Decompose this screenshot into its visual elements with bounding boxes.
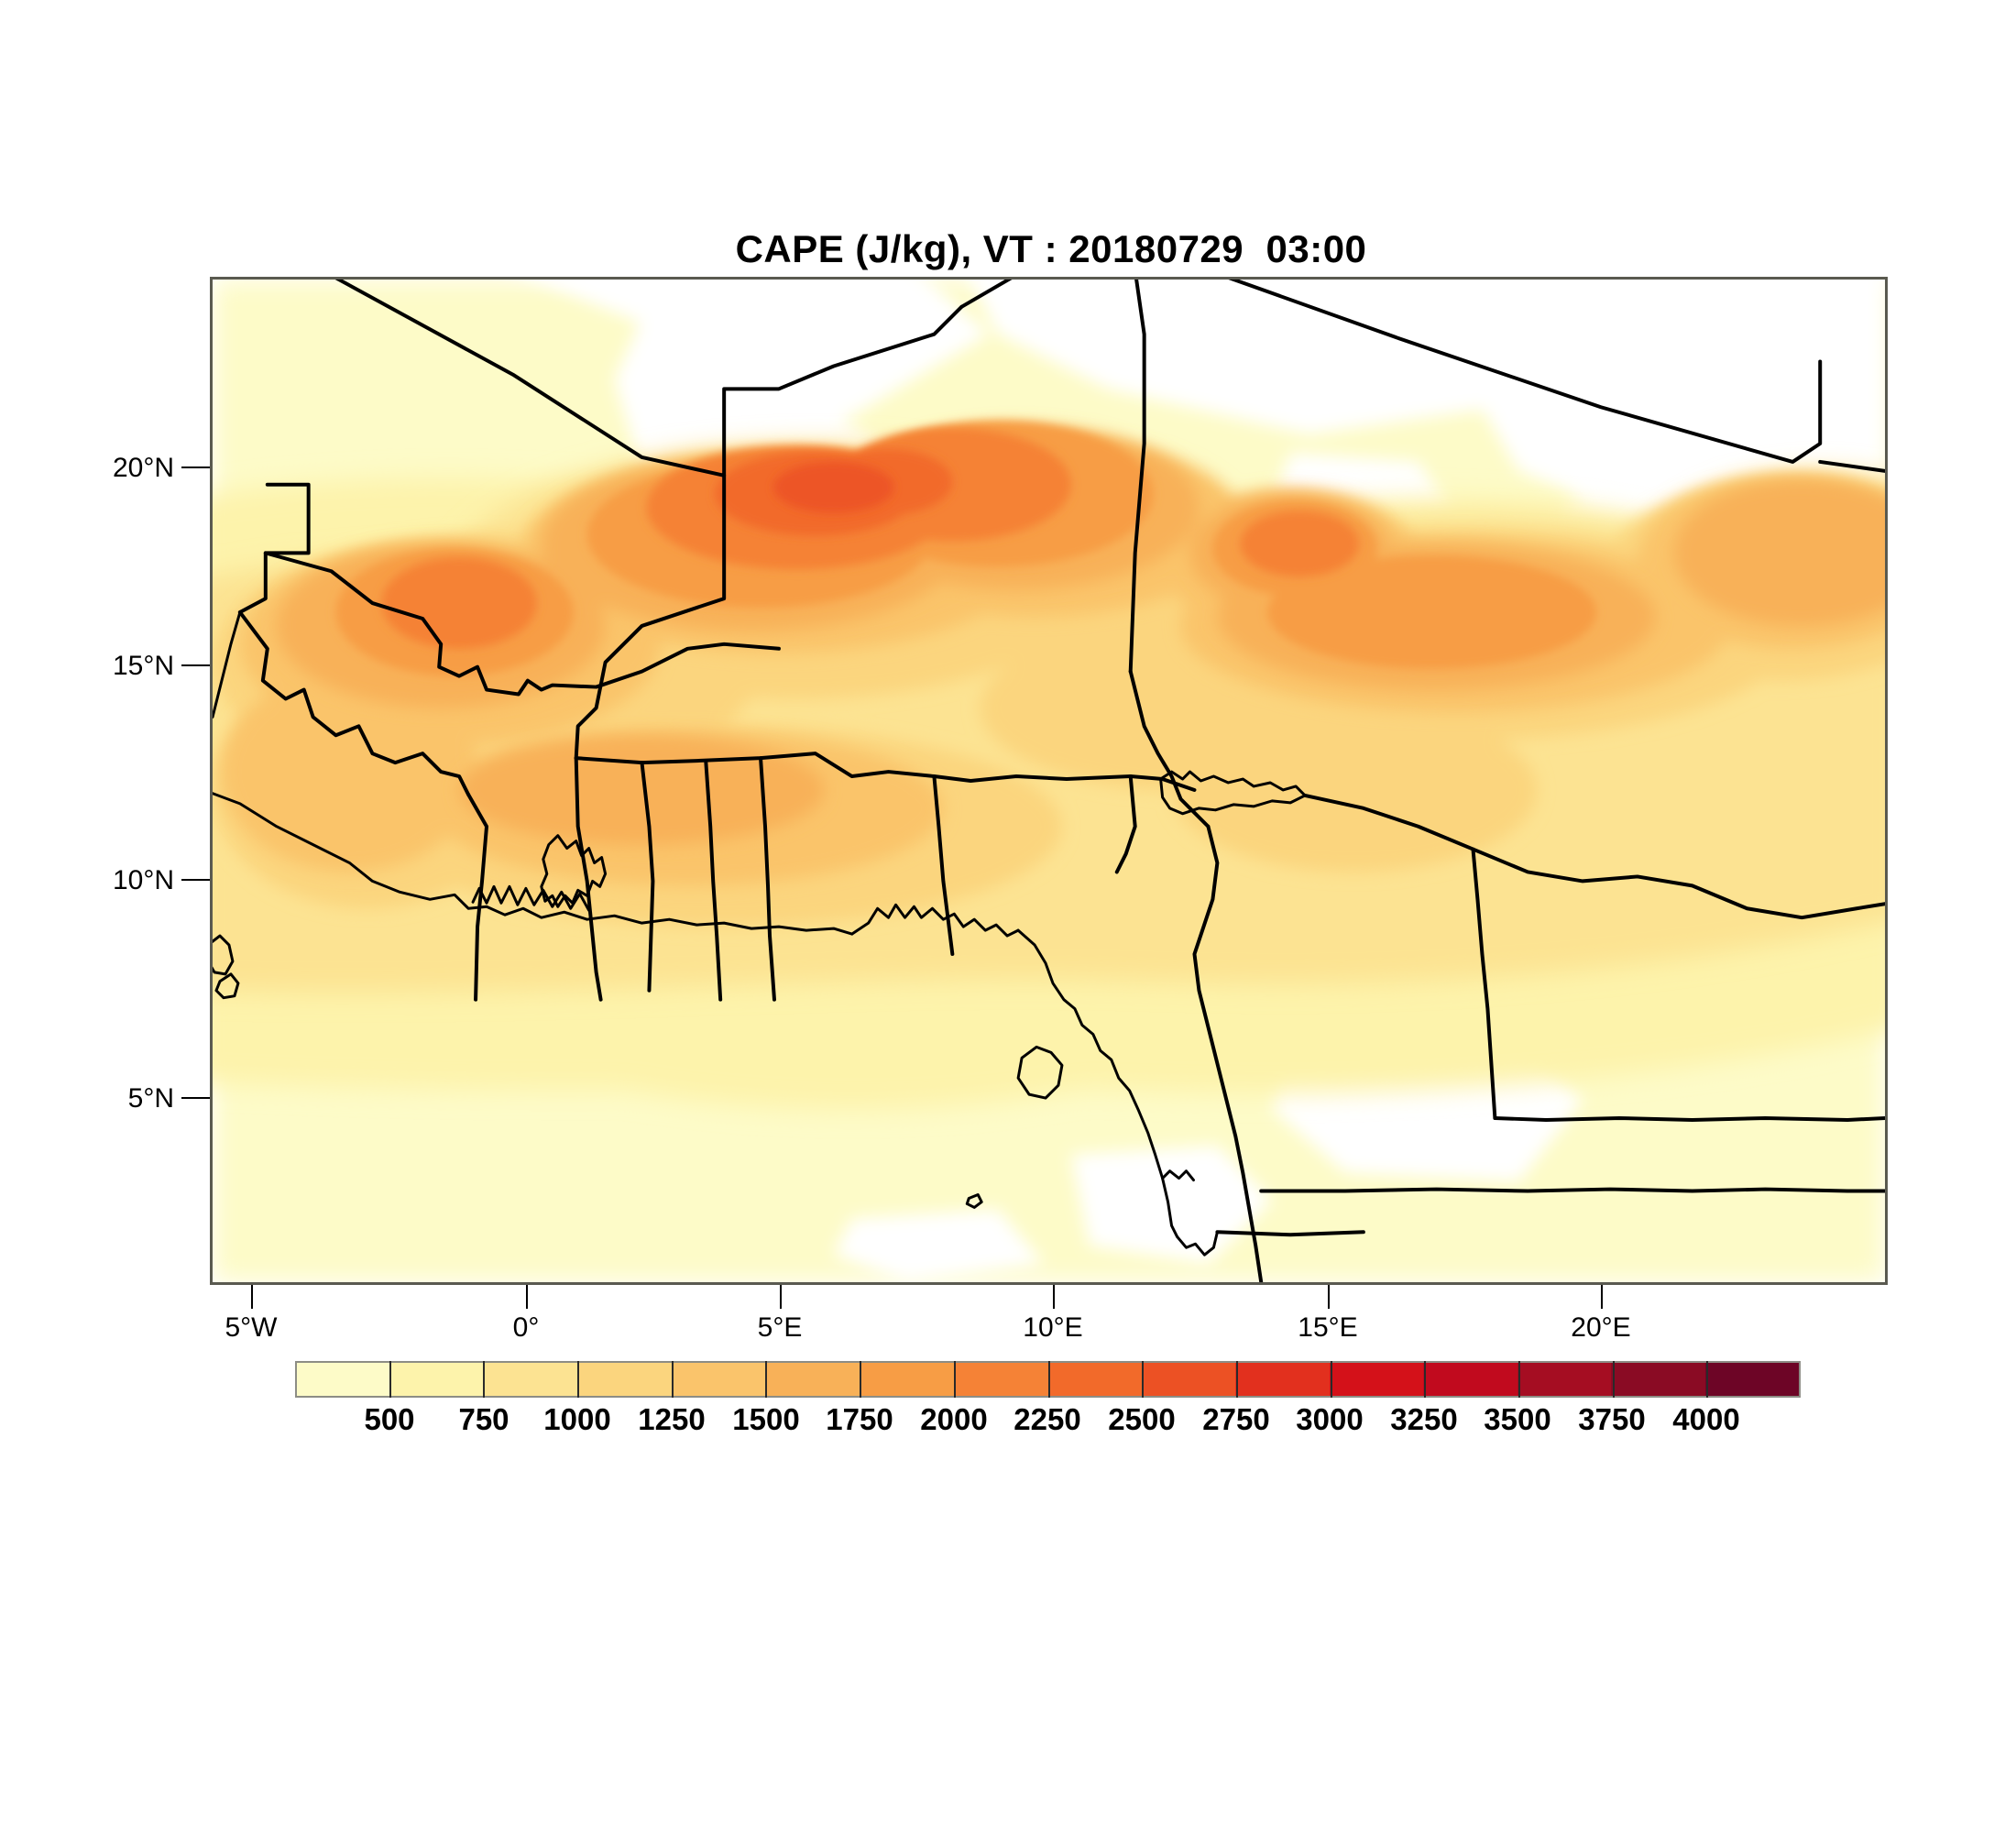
colorbar-segment (954, 1363, 1048, 1396)
xtick-label-10e: 10°E (1023, 1312, 1083, 1343)
colorbar-tick-3500: 3500 (1484, 1402, 1551, 1436)
cape-heatmap (213, 280, 1885, 1282)
colorbar-segment (766, 1363, 860, 1396)
xtick-line-5e (780, 1285, 782, 1309)
colorbar-tick-750: 750 (458, 1402, 509, 1436)
colorbar-segment (1704, 1363, 1799, 1396)
colorbar-tick-1250: 1250 (638, 1402, 706, 1436)
ytick-label-10n: 10°N (112, 865, 174, 895)
xtick-label-20e: 20°E (1571, 1312, 1631, 1343)
colorbar-segment (1329, 1363, 1424, 1396)
colorbar-segment (297, 1363, 391, 1396)
ytick-line-5n (181, 1097, 213, 1099)
colorbar-tick-4000: 4000 (1672, 1402, 1740, 1436)
ytick-label-5n: 5°N (127, 1083, 174, 1114)
colorbar[interactable] (295, 1361, 1801, 1398)
colorbar-segment (1611, 1363, 1705, 1396)
colorbar-tick-3750: 3750 (1578, 1402, 1646, 1436)
colorbar-segment (672, 1363, 767, 1396)
page-title: CAPE (J/kg), VT : 20180729 03:00 (735, 227, 1367, 270)
colorbar-tick-2250: 2250 (1013, 1402, 1081, 1436)
colorbar-segment (1047, 1363, 1142, 1396)
xtick-line-10e (1053, 1285, 1055, 1309)
colorbar-tick-2500: 2500 (1108, 1402, 1176, 1436)
xtick-label-5w: 5°W (225, 1312, 278, 1343)
colorbar-segment (390, 1363, 485, 1396)
colorbar-tick-3000: 3000 (1296, 1402, 1364, 1436)
ytick-label-15n: 15°N (112, 651, 174, 681)
xtick-label-15e: 15°E (1298, 1312, 1358, 1343)
colorbar-tick-2750: 2750 (1202, 1402, 1270, 1436)
colorbar-segment (1235, 1363, 1330, 1396)
band-2500-2750-peak (772, 461, 894, 513)
colorbar-tick-1500: 1500 (732, 1402, 800, 1436)
colorbar-segment (578, 1363, 673, 1396)
cape-field-layer (213, 280, 1885, 1282)
ytick-line-20n (181, 466, 213, 468)
map-plot-area[interactable] (210, 277, 1888, 1285)
ytick-line-15n (181, 664, 213, 666)
colorbar-tick-1000: 1000 (543, 1402, 611, 1436)
xtick-label-5e: 5°E (757, 1312, 803, 1343)
colorbar-tick-3250: 3250 (1390, 1402, 1458, 1436)
xtick-line-0 (526, 1285, 528, 1309)
colorbar-tick-500: 500 (364, 1402, 415, 1436)
country-borders-layer (213, 280, 1885, 1282)
xtick-label-0: 0° (512, 1312, 540, 1343)
ytick-line-10n (181, 879, 213, 881)
xtick-line-20e (1601, 1285, 1603, 1309)
colorbar-segment (484, 1363, 579, 1396)
colorbar-segment (1141, 1363, 1236, 1396)
ytick-label-20n: 20°N (112, 453, 174, 483)
colorbar-segment (860, 1363, 955, 1396)
xtick-line-15e (1328, 1285, 1330, 1309)
colorbar-segment (1423, 1363, 1517, 1396)
colorbar-tick-1750: 1750 (826, 1402, 893, 1436)
colorbar-tick-2000: 2000 (920, 1402, 988, 1436)
xtick-line-5w (251, 1285, 253, 1309)
colorbar-segment (1517, 1363, 1612, 1396)
